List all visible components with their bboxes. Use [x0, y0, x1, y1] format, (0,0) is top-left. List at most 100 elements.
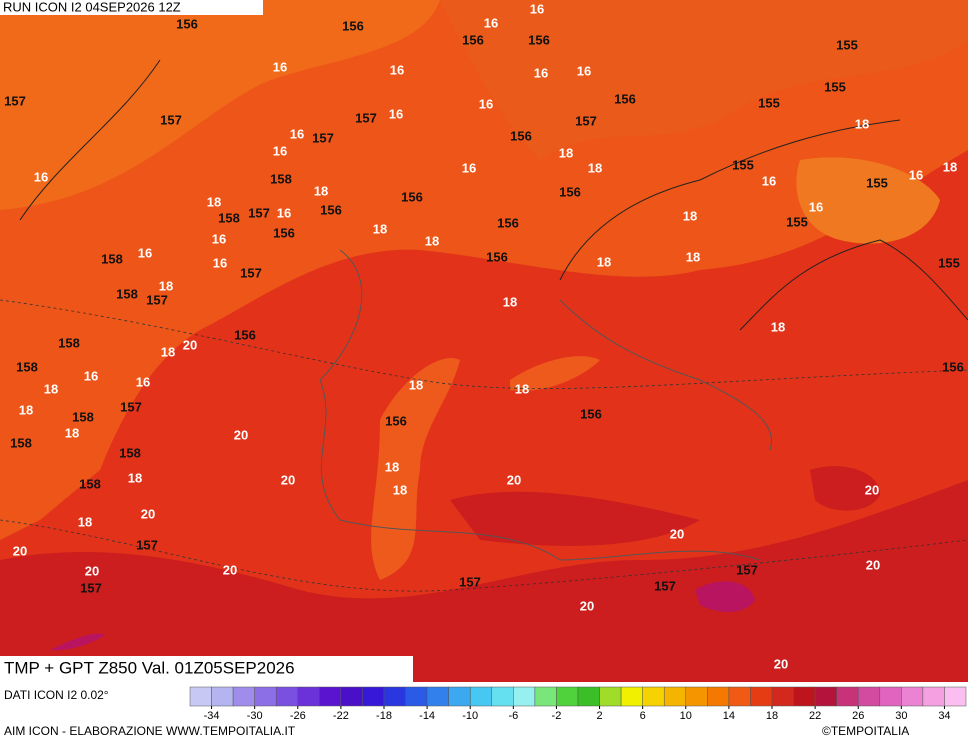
colorbar-cell	[857, 686, 881, 707]
contour-label: 20	[580, 598, 594, 613]
contour-label: 16	[762, 173, 776, 188]
colorbar-tick-label: 10	[680, 710, 692, 722]
contour-label: 16	[212, 231, 226, 246]
colorbar-cell	[901, 686, 924, 707]
colorbar-cell	[491, 686, 514, 707]
colorbar-cell	[771, 686, 794, 707]
contour-label: 156	[176, 16, 198, 31]
contour-label: 157	[240, 265, 262, 280]
colorbar-cell	[944, 686, 967, 707]
contour-label: 18	[409, 377, 423, 392]
contour-label: 158	[10, 435, 32, 450]
colorbar-cell	[362, 686, 385, 707]
contour-label: 20	[774, 656, 788, 671]
contour-label: 156	[497, 215, 519, 230]
contour-label: 18	[425, 233, 439, 248]
border	[19, 59, 968, 331]
warm-zone	[0, 480, 968, 682]
contour-label: 156	[385, 413, 407, 428]
contour-label: 158	[58, 335, 80, 350]
cool-zone	[440, 0, 968, 160]
contour-label: 20	[866, 557, 880, 572]
colorbar-cell	[189, 686, 212, 707]
hot-spot	[695, 581, 755, 612]
contour-label: 157	[146, 292, 168, 307]
contour-label: 155	[824, 79, 846, 94]
contour-label: 157	[312, 130, 334, 145]
colorbar-cell	[879, 686, 902, 707]
contour-label: 155	[732, 157, 754, 172]
contour-label: 18	[771, 319, 785, 334]
contour-label: 20	[670, 526, 684, 541]
colorbar-tick-label: 26	[852, 710, 864, 722]
colorbar-cell	[922, 686, 945, 707]
contour-label: 20	[281, 472, 295, 487]
cool-zone	[796, 157, 940, 244]
contour-label: 156	[320, 202, 342, 217]
colorbar-cell	[232, 686, 255, 707]
contour-label: 156	[528, 32, 550, 47]
contour-label: 16	[462, 160, 476, 175]
colorbar-cell	[599, 686, 622, 707]
colorbar-cell	[405, 686, 428, 707]
contour-label: 155	[866, 175, 888, 190]
colorbar-cell	[469, 686, 493, 707]
contour-label: 16	[273, 143, 287, 158]
colorbar-cell	[814, 686, 837, 707]
hot-spot	[50, 633, 105, 651]
colorbar-tick-label: -30	[247, 710, 263, 722]
contour-label: 18	[686, 249, 700, 264]
contour-label: 16	[479, 96, 493, 111]
contour-label: 16	[136, 374, 150, 389]
colorbar-tick-label: 18	[766, 710, 778, 722]
contour-label: 18	[314, 183, 328, 198]
colorbar-tick-label: -2	[552, 710, 562, 722]
contour-label: 18	[393, 482, 407, 497]
footer-box	[0, 656, 413, 682]
contour-label: 18	[683, 208, 697, 223]
contour-label: 16	[213, 255, 227, 270]
contour-label: 20	[183, 337, 197, 352]
cool-zone	[371, 358, 460, 580]
contour-label: 16	[389, 106, 403, 121]
colorbar-cell	[836, 686, 859, 707]
colorbar-tick-label: -22	[333, 710, 349, 722]
cool-zone	[510, 356, 600, 391]
contour-label: 156	[614, 91, 636, 106]
contour-label: 16	[530, 1, 544, 16]
credit: AIM ICON - ELABORAZIONE WWW.TEMPOITALIA.…	[4, 724, 296, 738]
colorbar-cell	[383, 686, 406, 707]
contour-label: 158	[72, 409, 94, 424]
contour-label: 157	[736, 562, 758, 577]
colorbar-cell	[728, 686, 751, 707]
contour-label: 18	[19, 402, 33, 417]
contour-label: 16	[273, 59, 287, 74]
cool-zone	[0, 0, 440, 210]
contour-label: 16	[390, 62, 404, 77]
colorbar-tick-label: -18	[376, 710, 392, 722]
contour-label: 158	[116, 286, 138, 301]
contour-label: 157	[248, 205, 270, 220]
contour-label: 157	[136, 537, 158, 552]
contour-label: 18	[78, 514, 92, 529]
contour-label: 156	[273, 225, 295, 240]
header-title: RUN ICON I2 04SEP2026 12Z	[3, 0, 181, 14]
warm-zone	[0, 0, 968, 540]
colorbar-cell	[556, 686, 579, 707]
contour-label: 20	[234, 427, 248, 442]
contour-label: 158	[16, 359, 38, 374]
contour-label: 157	[459, 574, 481, 589]
colorbar-tick-label: 34	[938, 710, 950, 722]
footer-title: TMP + GPT Z850 Val. 01Z05SEP2026	[4, 658, 295, 677]
colorbar-cell	[448, 686, 471, 707]
contour-label: 158	[270, 171, 292, 186]
colorbar-tick-label: 2	[596, 710, 602, 722]
colorbar-tick-label: -26	[290, 710, 306, 722]
contour-label: 16	[277, 205, 291, 220]
colorbar-cell	[620, 686, 643, 707]
colorbar-tick-label: 22	[809, 710, 821, 722]
colorbar: -34 -30 -26 -22 -18 -14 -10 -6 -2 2 6 10 14 18 22 26 30 3…	[189, 686, 967, 722]
contour-label: 18	[559, 145, 573, 160]
contour-label: 18	[503, 294, 517, 309]
